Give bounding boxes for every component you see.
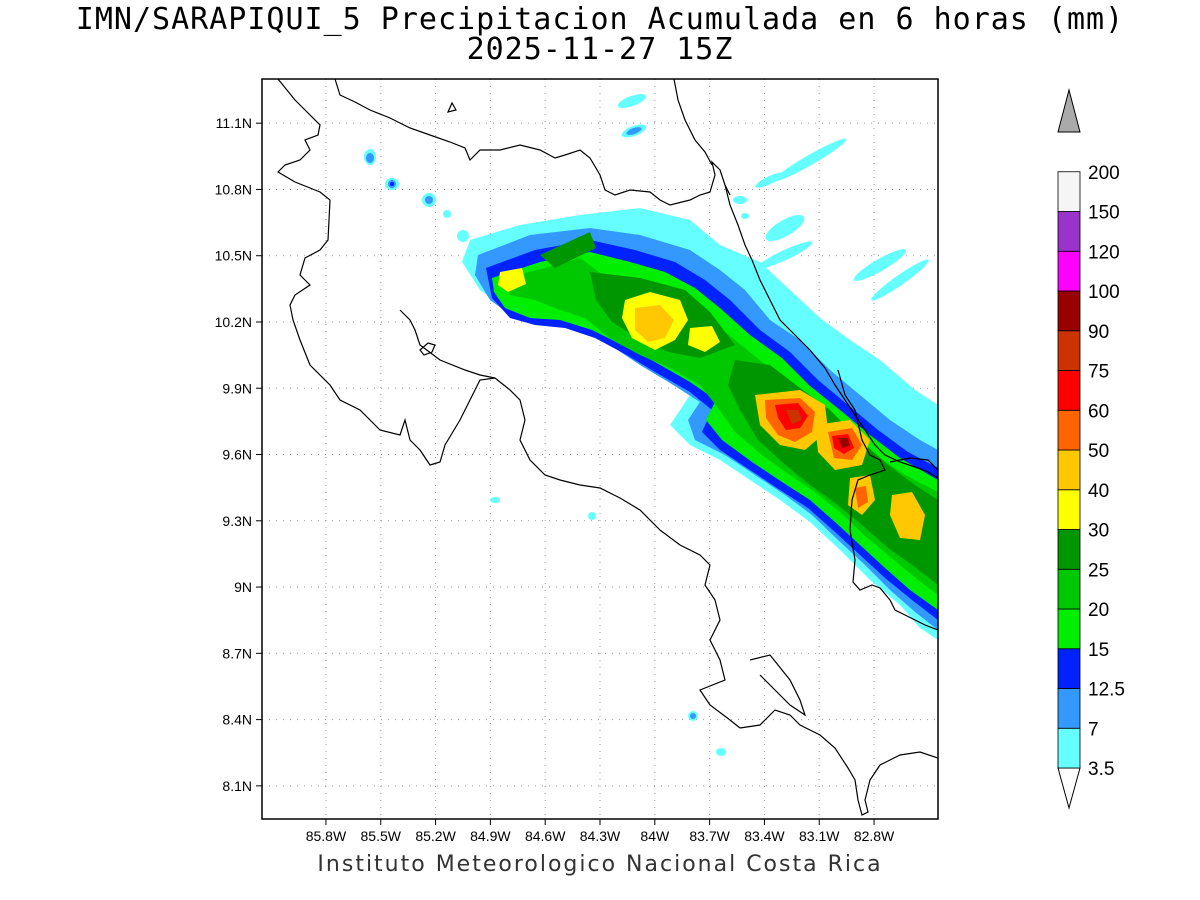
lat-tick-label: 9.6N [222,447,252,463]
lat-tick-label: 9N [234,579,252,595]
latitude-axis: 11.1N 10.8N 10.5N 10.2N 9.9N 9.6N 9.3N 9N 8.7N 8.… [215,115,262,794]
colorbar-swatch [1057,688,1081,729]
precipitation-field [364,94,938,756]
colorbar-low-arrow [1057,767,1081,810]
colorbar-level-label: 3.5 [1088,759,1114,780]
colorbar-level-label: 12.5 [1088,680,1125,701]
colorbar-swatch [1057,608,1081,650]
lat-tick-label: 9.3N [222,513,252,529]
colorbar-swatch [1057,250,1081,292]
colorbar-swatch [1057,370,1081,411]
lon-tick-label: 82.8W [854,828,895,844]
lat-tick-label: 9.9N [222,380,252,396]
colorbar-level-label: 30 [1088,521,1109,542]
lon-tick-label: 84.3W [580,828,621,844]
colorbar: 3.5 7 12.5 15 20 25 30 40 50 60 75 90 100 120 150 200 [1057,88,1125,810]
lon-tick-label: 83.4W [744,828,785,844]
lat-tick-label: 10.2N [215,314,252,330]
map-datetime: 2025-11-27 15Z [466,32,734,67]
lon-tick-label: 84W [640,828,670,844]
colorbar-level-label: 150 [1088,203,1120,224]
colorbar-level-label: 20 [1088,600,1109,621]
colorbar-level-label: 7 [1088,719,1099,740]
longitude-axis: 85.8W 85.5W 85.2W 84.9W 84.6W 84.3W 84W 83.7W 83… [306,819,895,844]
coastline [277,79,938,816]
colorbar-swatch [1057,171,1081,212]
colorbar-level-label: 25 [1088,560,1109,581]
colorbar-swatch [1057,648,1081,689]
colorbar-swatch [1057,727,1081,769]
colorbar-level-label: 90 [1088,322,1109,343]
lat-tick-label: 8.1N [222,778,252,794]
colorbar-level-label: 40 [1088,481,1109,502]
lon-tick-label: 84.6W [525,828,566,844]
lon-tick-label: 85.5W [361,828,402,844]
colorbar-level-label: 120 [1088,242,1120,263]
colorbar-swatch [1057,409,1081,451]
colorbar-swatch [1057,330,1081,371]
lon-tick-label: 84.9W [470,828,511,844]
lat-tick-label: 8.4N [222,712,252,728]
precip-band-main [462,208,938,640]
colorbar-level-label: 200 [1088,163,1120,184]
colorbar-swatch [1057,489,1081,530]
lat-tick-label: 11.1N [216,115,252,131]
lat-tick-label: 8.7N [222,645,252,661]
lat-tick-label: 10.5N [215,248,252,264]
lon-tick-label: 83.1W [799,828,840,844]
map-grid [262,79,938,819]
colorbar-swatch [1057,529,1081,570]
colorbar-swatch [1057,290,1081,332]
lon-tick-label: 83.7W [689,828,730,844]
colorbar-swatch [1057,211,1081,252]
colorbar-level-label: 75 [1088,362,1109,383]
colorbar-swatch [1057,449,1081,491]
institution-footer: Instituto Meteorologico Nacional Costa R… [317,852,883,877]
lon-tick-label: 85.2W [415,828,456,844]
colorbar-level-label: 15 [1088,640,1109,661]
colorbar-high-arrow [1057,88,1081,133]
map-title: IMN/SARAPIQUI_5 Precipitacion Acumulada … [75,2,1125,37]
colorbar-level-label: 60 [1088,401,1109,422]
lat-tick-label: 10.8N [215,181,252,197]
colorbar-level-label: 100 [1088,282,1120,303]
colorbar-swatch [1057,568,1081,610]
precip-cells-northwest [364,94,929,756]
colorbar-level-label: 50 [1088,441,1109,462]
lon-tick-label: 85.8W [306,828,347,844]
